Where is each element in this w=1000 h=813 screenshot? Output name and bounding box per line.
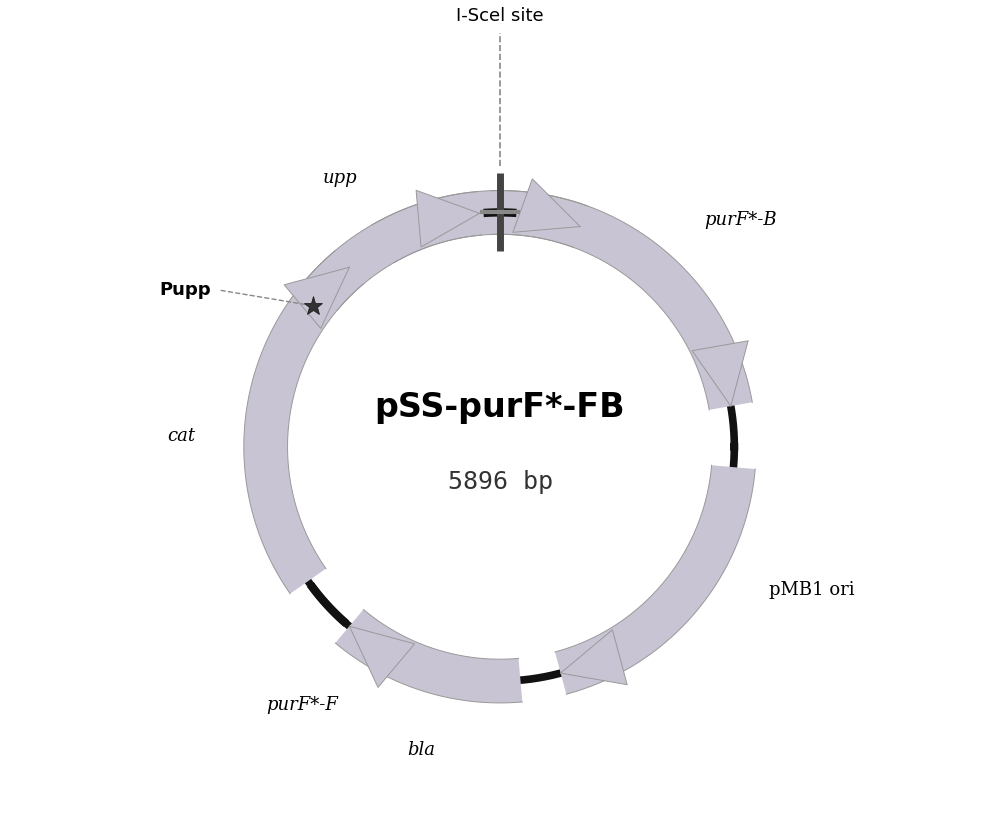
Text: upp: upp (322, 169, 357, 187)
Polygon shape (244, 250, 363, 593)
Text: bla: bla (407, 741, 435, 759)
Text: pMB1 ori: pMB1 ori (769, 580, 855, 598)
Text: 5896 bp: 5896 bp (448, 470, 552, 493)
Text: purF*-B: purF*-B (704, 211, 776, 229)
Polygon shape (349, 626, 415, 688)
Polygon shape (692, 341, 748, 406)
Text: I-Scel site: I-Scel site (456, 7, 544, 25)
Polygon shape (513, 179, 580, 233)
Text: Pupp: Pupp (160, 281, 211, 299)
Text: pSS-purF*-FB: pSS-purF*-FB (375, 391, 625, 424)
Polygon shape (372, 190, 588, 263)
Text: purF*-F: purF*-F (267, 696, 339, 714)
Polygon shape (335, 610, 522, 703)
Polygon shape (284, 267, 349, 328)
Polygon shape (561, 630, 627, 685)
Polygon shape (555, 465, 755, 694)
Polygon shape (304, 192, 481, 311)
Polygon shape (491, 190, 752, 410)
Polygon shape (416, 190, 480, 247)
Text: cat: cat (167, 427, 196, 445)
